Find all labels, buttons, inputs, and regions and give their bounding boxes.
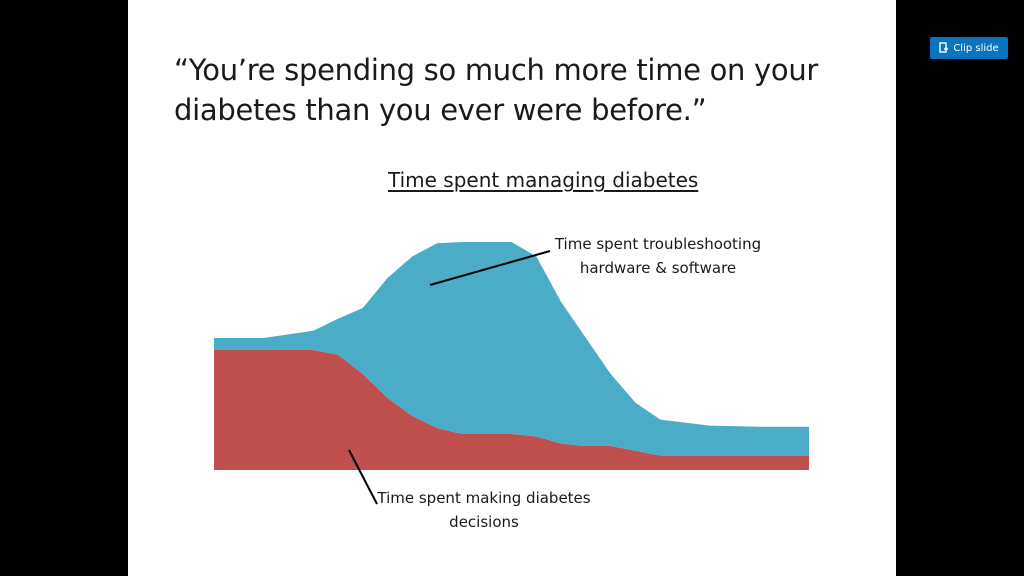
- chart-title: Time spent managing diabetes: [388, 168, 699, 192]
- annotation-leader-troubleshooting: [429, 250, 551, 286]
- annotation-troubleshooting-line-1: Time spent troubleshooting: [554, 235, 762, 253]
- presentation-slide: “You’re spending so much more time on yo…: [128, 0, 896, 576]
- annotation-troubleshooting: Time spent troubleshooting hardware & so…: [538, 232, 778, 280]
- clip-slide-label: Clip slide: [953, 42, 999, 54]
- quote-line-2: diabetes than you ever were before.”: [174, 93, 707, 127]
- annotation-leader-decisions: [348, 449, 378, 505]
- series-area-decisions: [214, 350, 809, 470]
- clip-slide-button[interactable]: Clip slide: [930, 37, 1008, 59]
- annotation-decisions-line-2: decisions: [449, 513, 519, 531]
- quote-line-1: “You’re spending so much more time on yo…: [174, 53, 819, 87]
- annotation-troubleshooting-line-2: hardware & software: [579, 259, 737, 277]
- clip-icon: [939, 42, 949, 54]
- series-area-troubleshooting: [214, 242, 809, 456]
- annotation-decisions: Time spent making diabetes decisions: [366, 486, 602, 534]
- area-chart: [214, 242, 809, 505]
- slide-quote: “You’re spending so much more time on yo…: [174, 50, 874, 130]
- annotation-decisions-line-1: Time spent making diabetes: [377, 489, 591, 507]
